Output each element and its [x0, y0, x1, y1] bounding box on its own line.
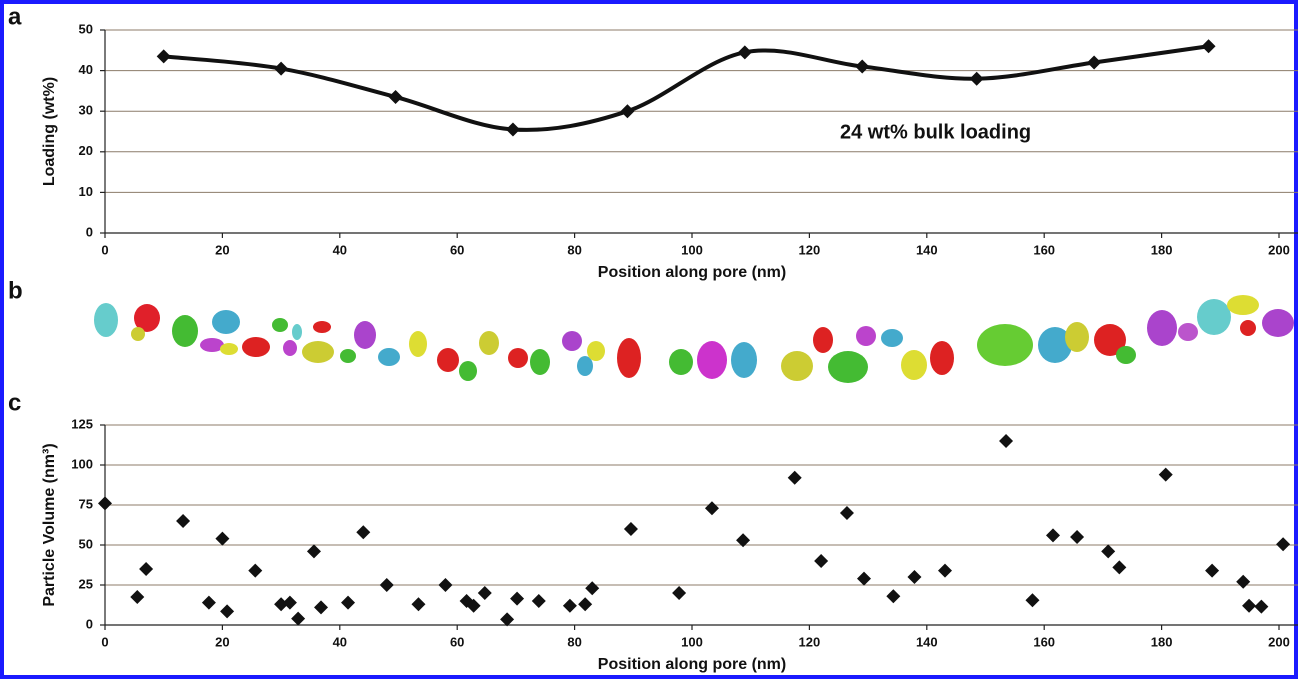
x-tick-label: 80 [567, 634, 581, 649]
x-axis-label: Position along pore (nm) [598, 656, 786, 673]
y-tick-label: 0 [86, 224, 93, 239]
panel-label: b [8, 277, 23, 304]
y-tick-label: 40 [79, 62, 93, 77]
panel-label: c [8, 389, 21, 416]
x-tick-label: 160 [1033, 634, 1055, 649]
x-tick-label: 40 [333, 242, 347, 257]
y-axis-label: Particle Volume (nm³) [41, 443, 58, 606]
y-axis-label: Loading (wt%) [41, 77, 58, 186]
x-tick-label: 80 [567, 242, 581, 257]
y-tick-label: 0 [86, 616, 93, 631]
x-tick-label: 20 [215, 242, 229, 257]
y-tick-label: 125 [71, 416, 93, 431]
y-tick-label: 100 [71, 456, 93, 471]
x-tick-label: 60 [450, 242, 464, 257]
y-tick-label: 50 [79, 536, 93, 551]
x-tick-label: 20 [215, 634, 229, 649]
x-tick-label: 40 [333, 634, 347, 649]
x-tick-label: 100 [681, 242, 703, 257]
y-tick-label: 10 [79, 184, 93, 199]
y-tick-label: 20 [79, 143, 93, 158]
x-tick-label: 0 [101, 634, 108, 649]
x-tick-label: 180 [1151, 242, 1173, 257]
figure: b [0, 0, 1298, 679]
x-tick-label: 200 [1268, 634, 1290, 649]
x-axis-label: Position along pore (nm) [598, 264, 786, 281]
x-tick-label: 160 [1033, 242, 1055, 257]
y-tick-label: 25 [79, 576, 93, 591]
x-tick-label: 60 [450, 634, 464, 649]
y-tick-label: 50 [79, 21, 93, 36]
annotation: 24 wt% bulk loading [840, 121, 1031, 143]
y-tick-label: 30 [79, 103, 93, 118]
panel-label: a [8, 3, 22, 30]
x-tick-label: 120 [799, 634, 821, 649]
x-tick-label: 120 [799, 242, 821, 257]
x-tick-label: 200 [1268, 242, 1290, 257]
x-tick-label: 100 [681, 634, 703, 649]
x-tick-label: 0 [101, 242, 108, 257]
x-tick-label: 140 [916, 242, 938, 257]
x-tick-label: 140 [916, 634, 938, 649]
y-tick-label: 75 [79, 496, 93, 511]
x-tick-label: 180 [1151, 634, 1173, 649]
